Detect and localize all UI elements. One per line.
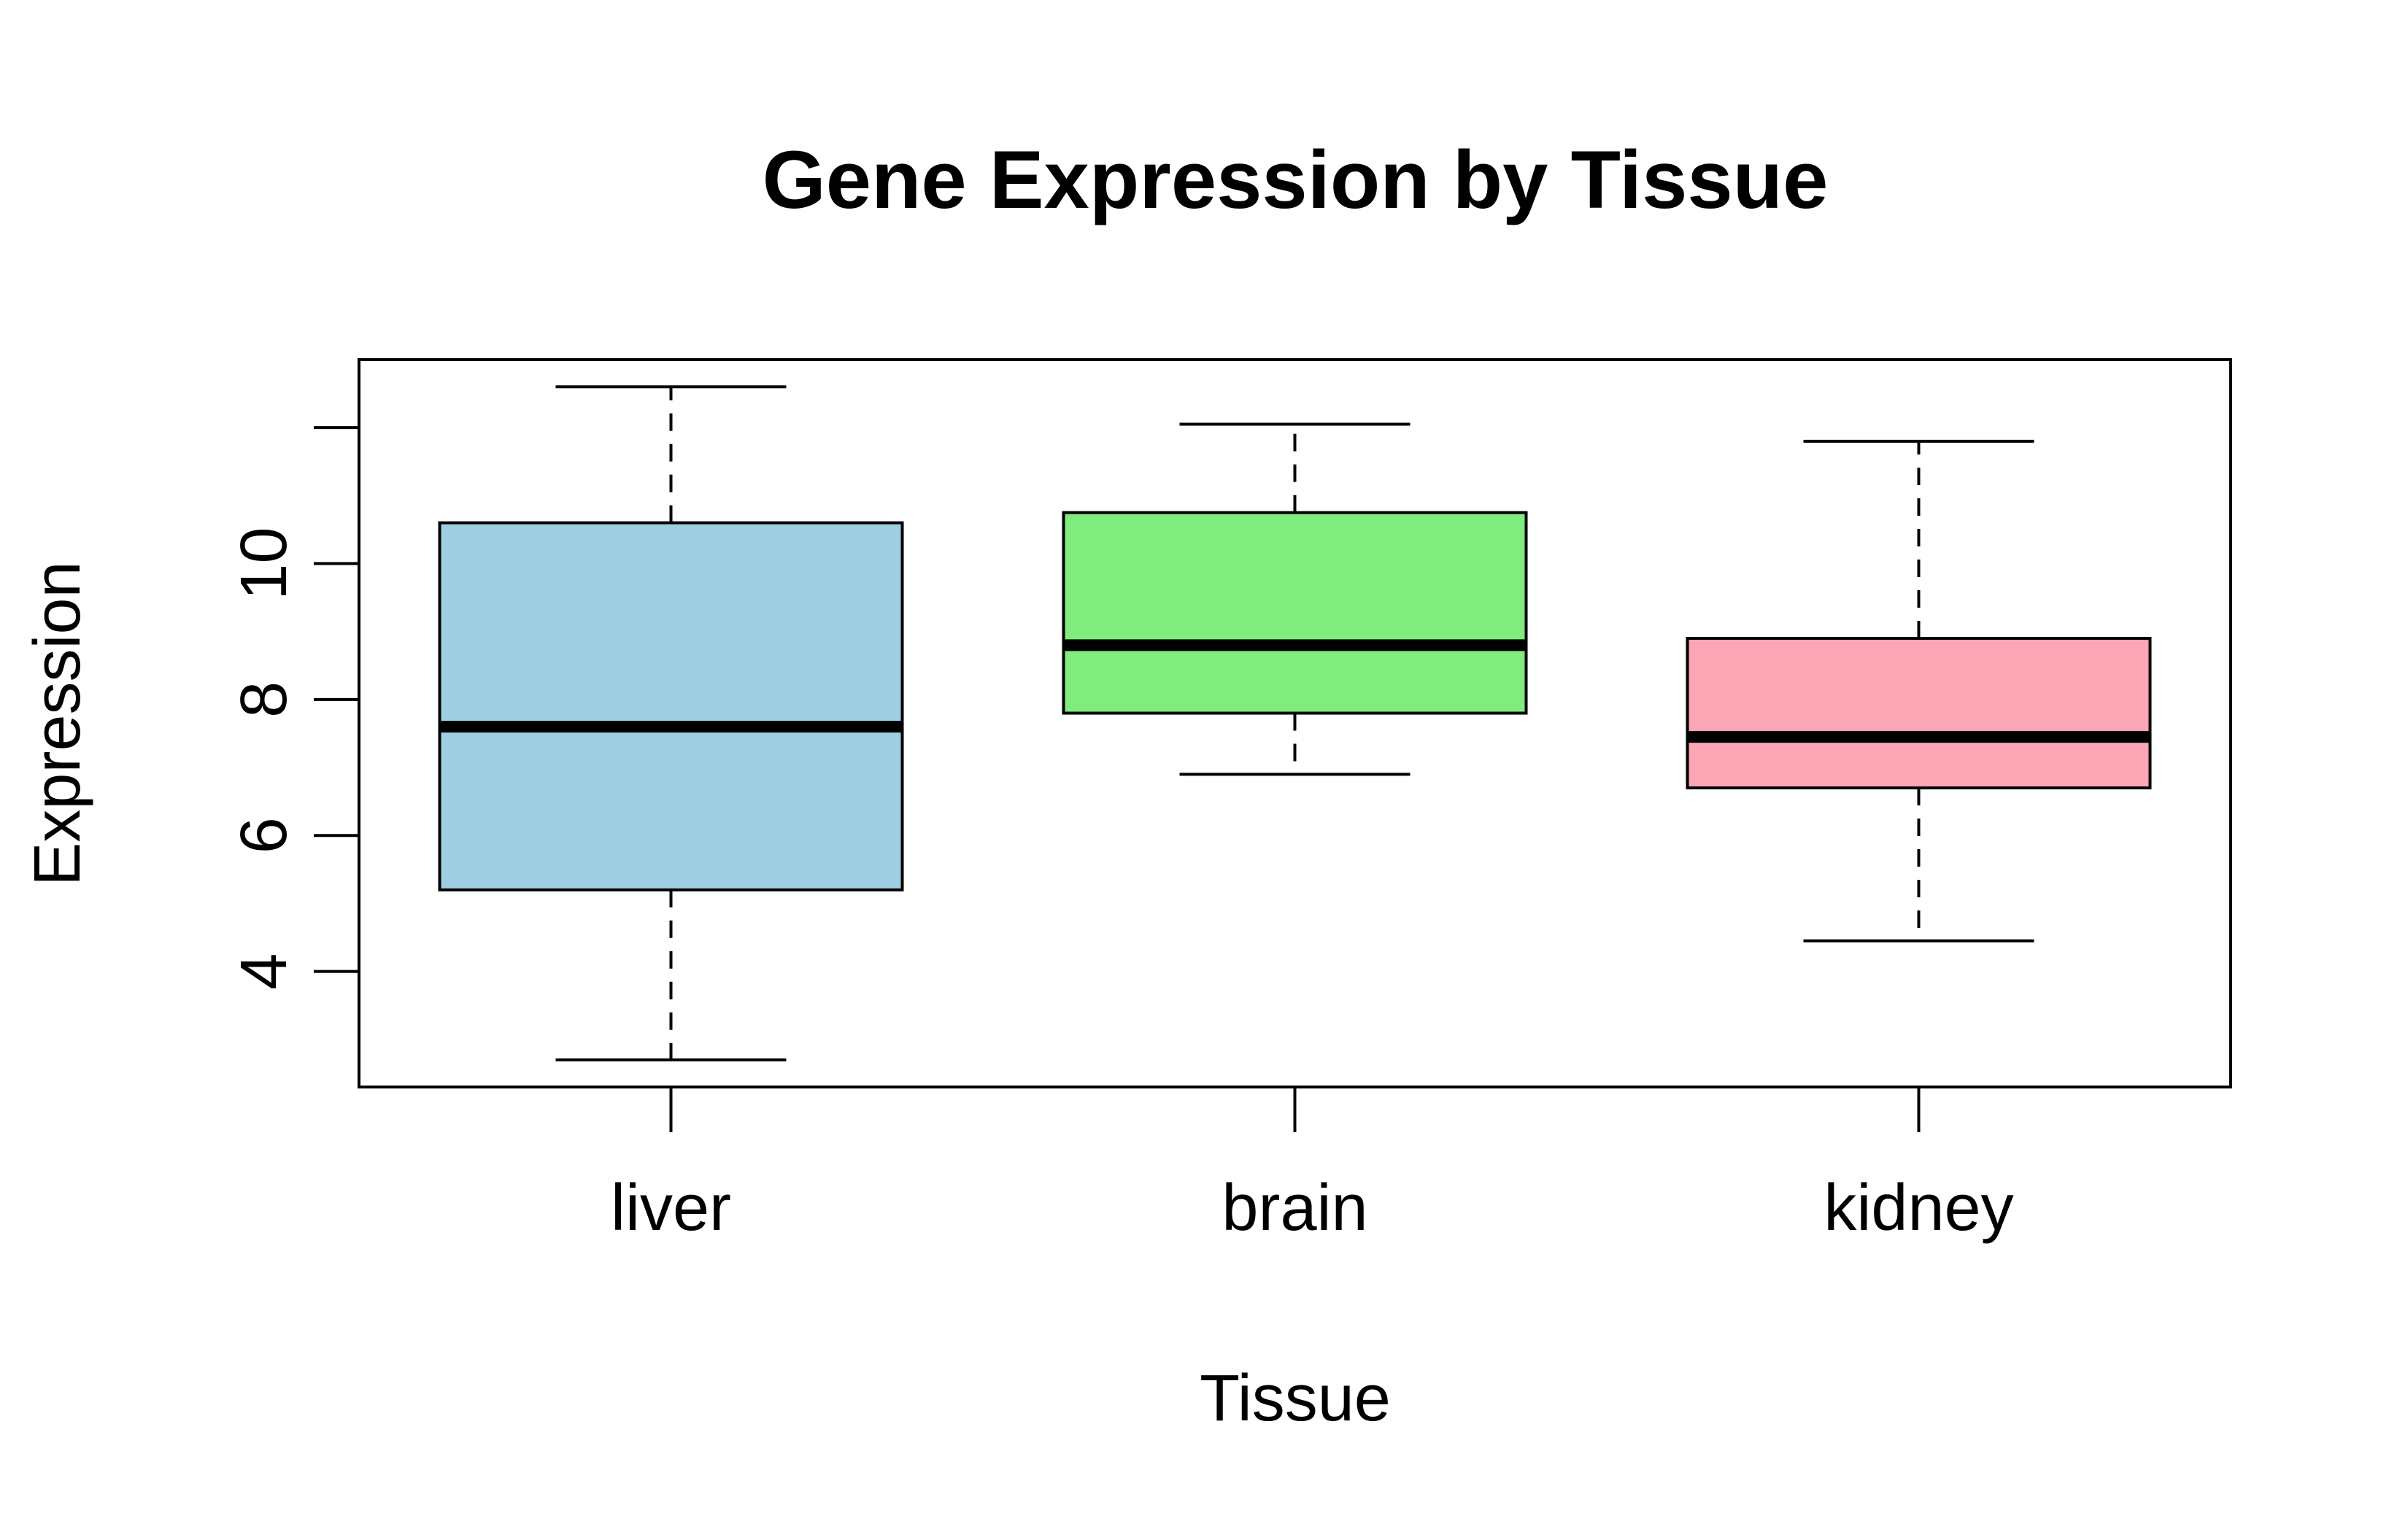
iqr-box (438, 521, 904, 891)
iqr-box (1062, 511, 1528, 715)
box-kidney (1686, 439, 2152, 943)
y-tick-label: 6 (228, 817, 301, 854)
y-tick-label: 4 (228, 953, 301, 990)
y-tick-label: 8 (228, 681, 301, 718)
box-liver (438, 385, 904, 1061)
y-axis-label: Expression (21, 561, 94, 886)
y-tick-label: 10 (228, 527, 301, 600)
x-tick-label: liver (611, 1172, 731, 1245)
y-axis: 4 6 8 10 (228, 426, 359, 990)
iqr-box (1686, 637, 2152, 790)
box-series (438, 385, 2152, 1061)
x-tick-label: brain (1222, 1172, 1367, 1245)
x-tick-label: kidney (1824, 1172, 2013, 1245)
x-axis: liver brain kidney (611, 1087, 2014, 1245)
box-brain (1062, 422, 1528, 776)
chart-title: Gene Expression by Tissue (763, 134, 1829, 225)
x-axis-label: Tissue (1200, 1362, 1391, 1435)
